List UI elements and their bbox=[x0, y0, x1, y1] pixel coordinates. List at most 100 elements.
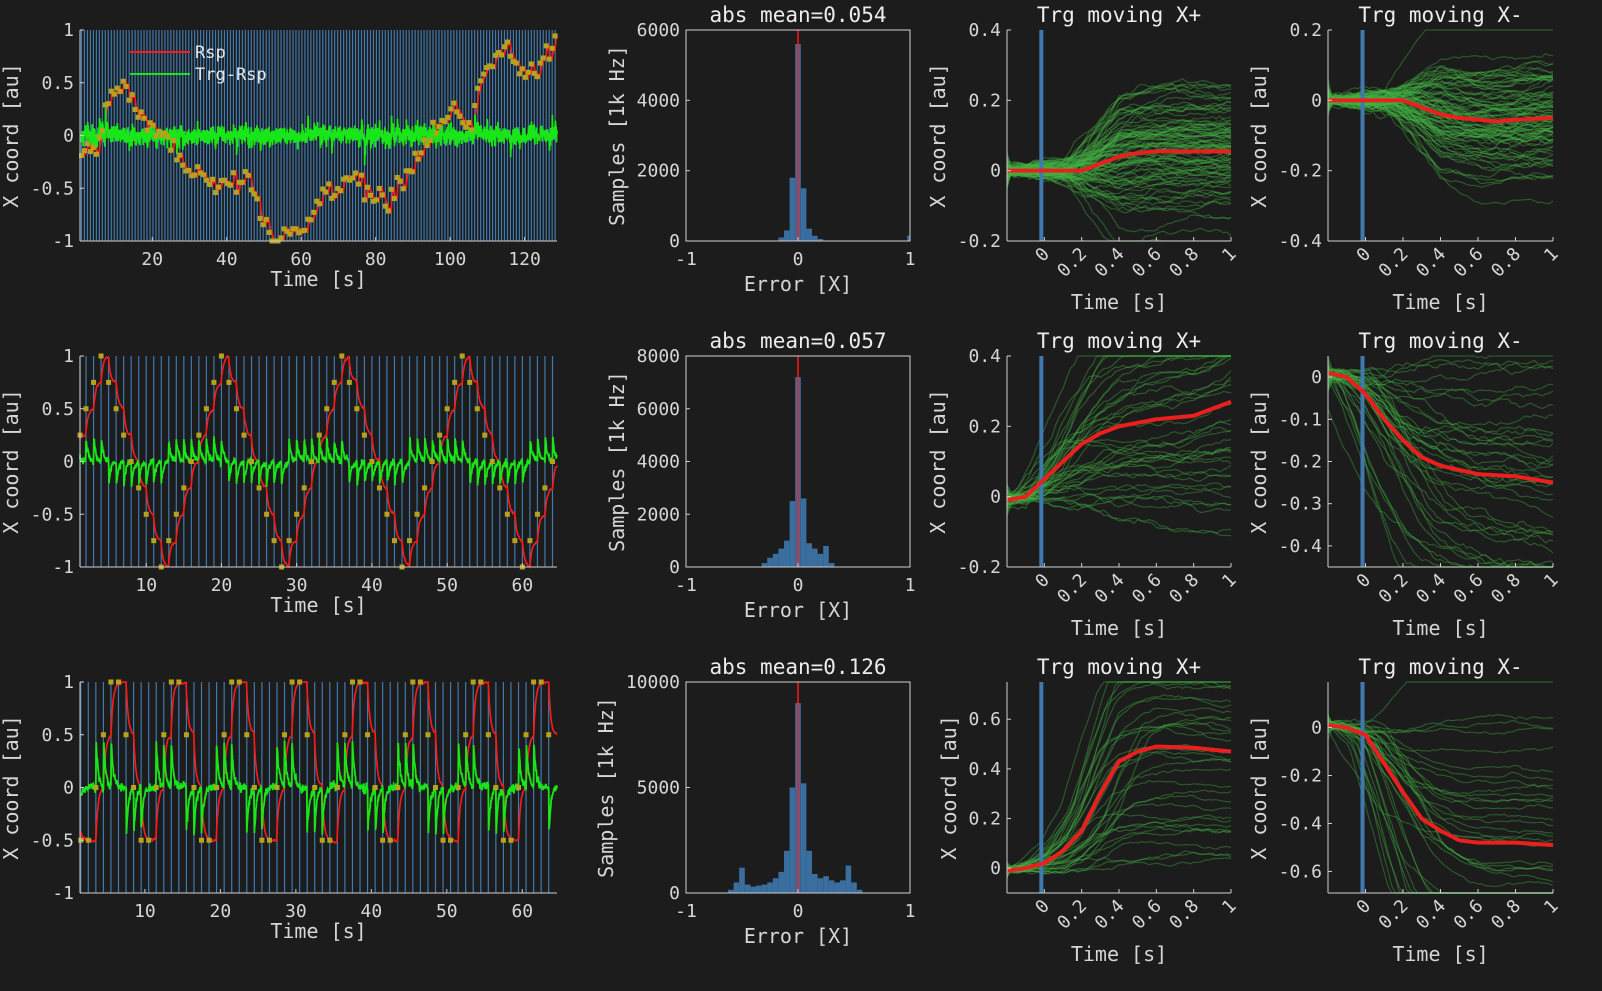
x-tick-label: 0.2 bbox=[1053, 570, 1091, 608]
trial-trace bbox=[1006, 140, 1232, 172]
target-point bbox=[397, 178, 403, 184]
trial-trace bbox=[1327, 88, 1554, 135]
target-point bbox=[297, 679, 303, 685]
trial-trace bbox=[1006, 158, 1232, 172]
y-axis-label: X coord [au] bbox=[926, 389, 950, 534]
trial-trace bbox=[1006, 355, 1231, 496]
plot-area bbox=[77, 353, 558, 570]
target-point bbox=[432, 785, 438, 790]
histogram-bar bbox=[845, 865, 852, 893]
trial-trace bbox=[1327, 93, 1554, 140]
histogram-bar bbox=[778, 548, 784, 567]
trial-trace bbox=[1327, 91, 1554, 143]
y-axis-label: X coord [au] bbox=[1247, 389, 1271, 534]
trial-trace bbox=[1327, 29, 1553, 100]
target-point bbox=[522, 74, 528, 80]
target-point bbox=[430, 119, 436, 125]
trial-trace bbox=[1327, 100, 1554, 147]
trial-trace bbox=[1327, 681, 1553, 735]
target-point bbox=[493, 52, 499, 58]
trial-trace bbox=[1006, 144, 1232, 170]
histogram-bar bbox=[840, 880, 846, 893]
trial-trace bbox=[1327, 74, 1554, 104]
target-point bbox=[301, 485, 307, 491]
y-tick-label: -1 bbox=[52, 231, 74, 252]
target-point bbox=[523, 732, 529, 738]
target-point bbox=[214, 785, 220, 790]
target-point bbox=[347, 177, 353, 183]
trial-trace bbox=[1006, 794, 1232, 875]
target-point bbox=[96, 134, 102, 140]
histogram-bar bbox=[817, 553, 824, 567]
target-point bbox=[485, 732, 491, 738]
mean-trace bbox=[1006, 399, 1232, 503]
x-tick-label: 0.8 bbox=[1487, 244, 1525, 282]
trial-trace bbox=[1006, 768, 1232, 875]
trial-trace bbox=[1327, 91, 1554, 164]
trial-trace bbox=[1327, 369, 1554, 426]
x-axis-label: Error [X] bbox=[744, 272, 852, 296]
trial-trace bbox=[1327, 80, 1554, 107]
target-point bbox=[241, 432, 247, 438]
x-tick-label: 30 bbox=[286, 575, 308, 596]
target-point bbox=[527, 538, 533, 544]
trial-trace bbox=[1006, 841, 1232, 874]
trial-trace bbox=[1006, 139, 1232, 171]
target-point bbox=[161, 732, 167, 738]
x-tick-label: 0 bbox=[793, 249, 804, 270]
target-point bbox=[206, 837, 212, 843]
trial-trace bbox=[1327, 97, 1554, 120]
target-point bbox=[123, 732, 129, 738]
trial-trace bbox=[1327, 99, 1554, 205]
target-point bbox=[312, 785, 318, 790]
histogram-bar bbox=[806, 228, 812, 241]
plot-area bbox=[1327, 355, 1554, 568]
trial-trace bbox=[1006, 472, 1232, 501]
trial-trace bbox=[1327, 77, 1554, 107]
trial-trace bbox=[1006, 157, 1232, 181]
target-point bbox=[233, 406, 239, 412]
trial-trace bbox=[1327, 83, 1554, 111]
histogram-bar bbox=[851, 882, 857, 893]
target-point bbox=[332, 192, 338, 198]
target-point bbox=[266, 229, 272, 235]
target-point bbox=[433, 130, 439, 136]
target-point bbox=[349, 679, 355, 685]
y-tick-label: 1 bbox=[63, 346, 74, 367]
trial-trace bbox=[1006, 486, 1232, 506]
target-point bbox=[534, 74, 540, 80]
trial-trace bbox=[1327, 360, 1554, 390]
target-point bbox=[81, 148, 87, 154]
target-point bbox=[329, 195, 335, 201]
target-point bbox=[147, 120, 153, 126]
trial-trace bbox=[1006, 151, 1232, 181]
target-point bbox=[100, 732, 106, 738]
trial-trace bbox=[1006, 100, 1232, 176]
plot-area bbox=[778, 30, 910, 241]
target-point bbox=[87, 149, 93, 155]
target-point bbox=[227, 182, 233, 188]
trial-trace bbox=[1006, 355, 1231, 506]
target-point bbox=[407, 538, 413, 544]
x-axis-label: Time [s] bbox=[270, 919, 366, 943]
trial-trace bbox=[1006, 119, 1232, 172]
legend-label: Trg-Rsp bbox=[195, 65, 267, 85]
target-point bbox=[531, 679, 537, 685]
x-tick-label: 0.4 bbox=[1091, 896, 1129, 934]
target-point bbox=[342, 732, 348, 738]
trial-trace bbox=[1006, 169, 1232, 201]
target-point bbox=[364, 184, 370, 190]
trial-trace bbox=[1006, 127, 1232, 187]
x-axis-label: Time [s] bbox=[270, 593, 366, 617]
target-point bbox=[496, 50, 502, 56]
trial-trace bbox=[1006, 132, 1232, 170]
trial-trace bbox=[1327, 374, 1554, 448]
trial-trace bbox=[1006, 682, 1232, 872]
trial-trace bbox=[1006, 449, 1232, 501]
trial-trace bbox=[1327, 723, 1554, 781]
trial-trace bbox=[1327, 719, 1554, 734]
y-tick-label: 0 bbox=[1311, 367, 1322, 388]
histogram-bar bbox=[778, 871, 784, 893]
trial-trace bbox=[1006, 119, 1232, 177]
histogram-bar bbox=[761, 884, 768, 893]
